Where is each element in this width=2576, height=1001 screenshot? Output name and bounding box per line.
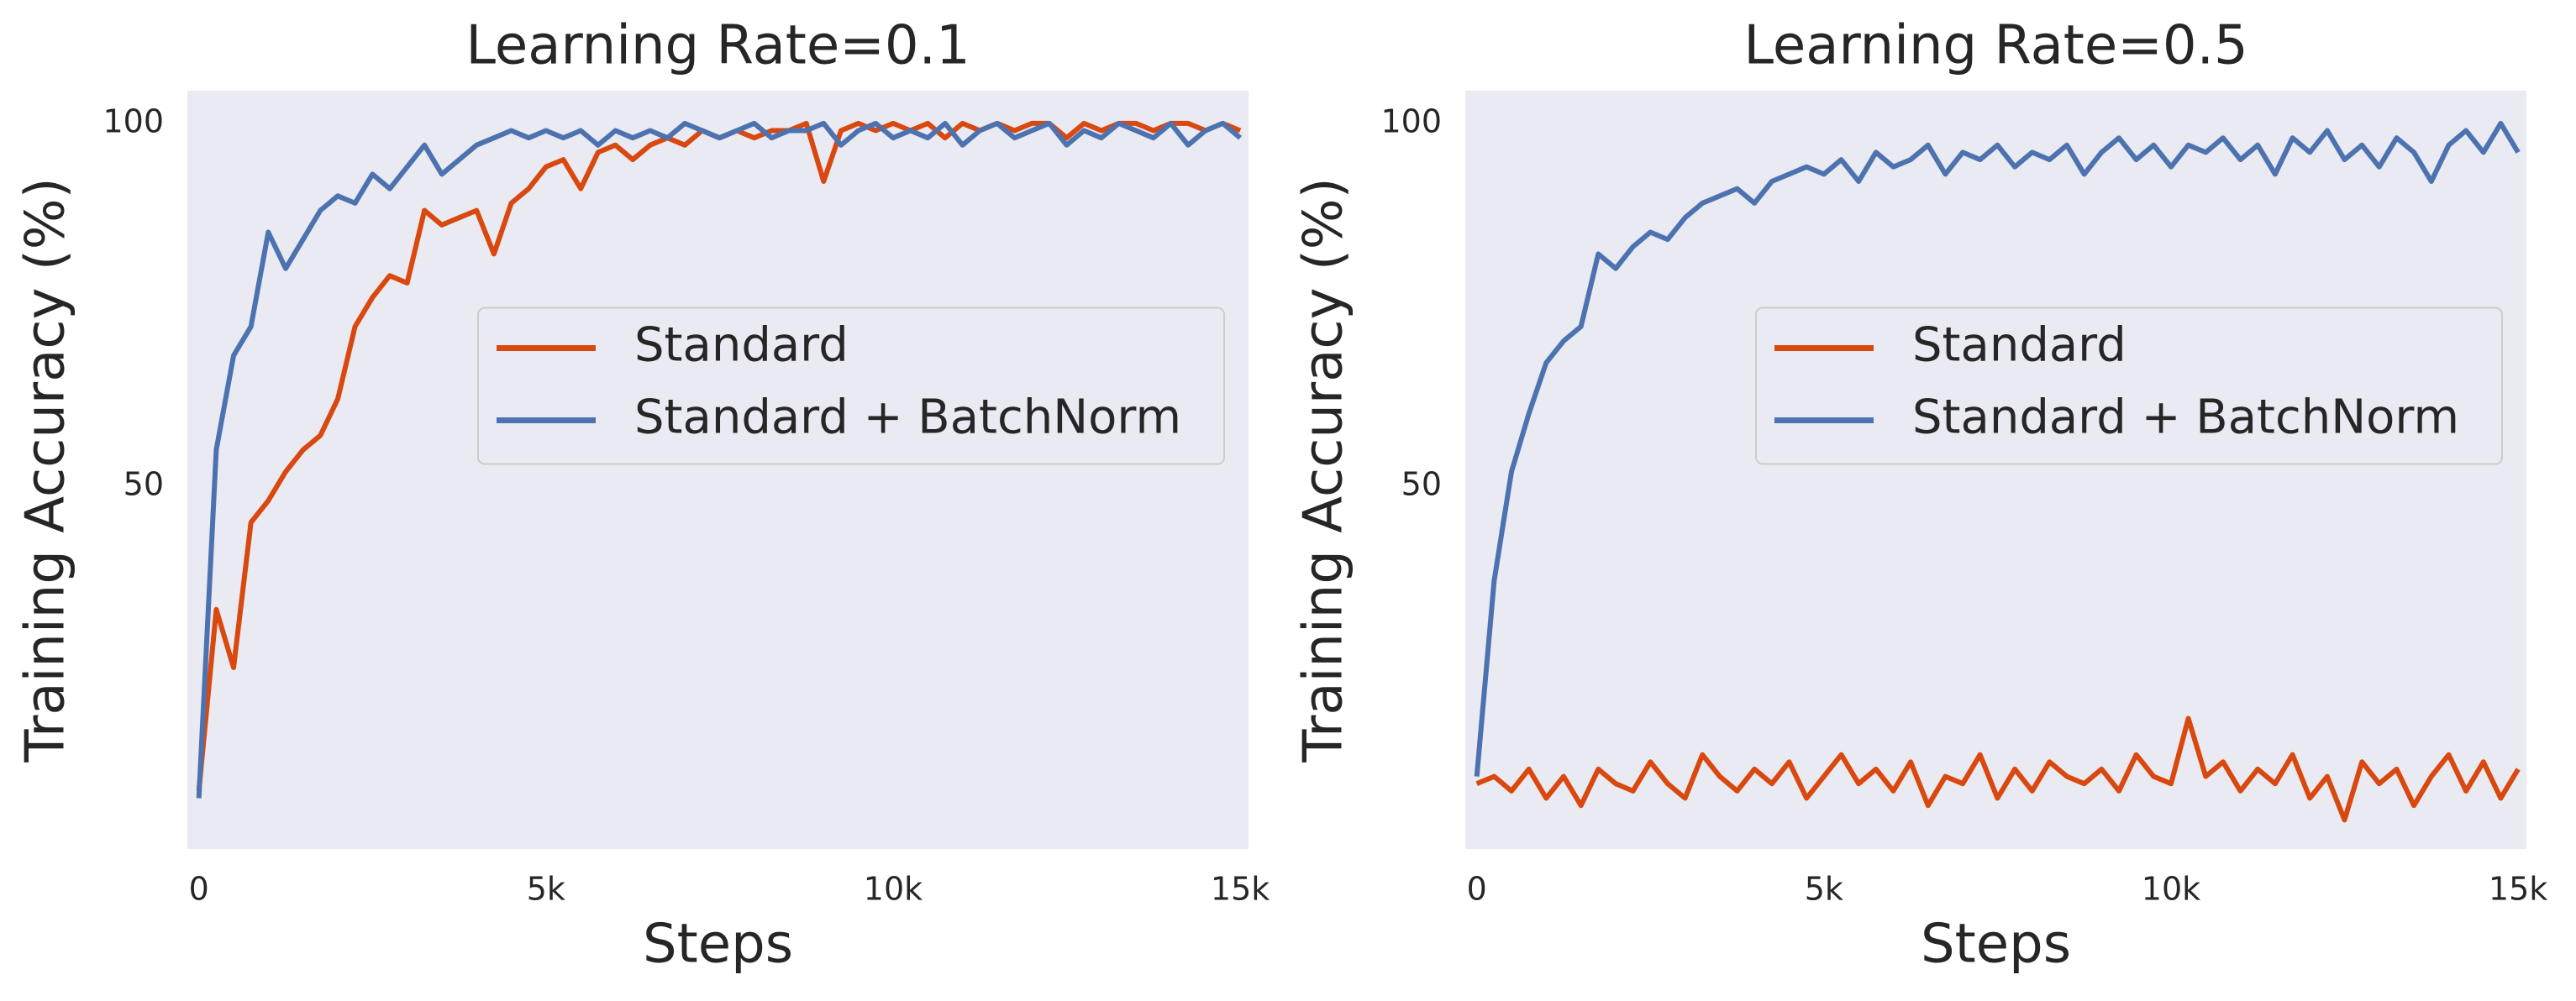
y-tick-label: 50 [124,465,164,502]
legend-label: Standard + BatchNorm [1912,390,2459,445]
y-axis-label: Training Accuracy (%) [15,177,77,763]
y-tick-label: 100 [103,102,164,139]
legend-box [477,307,1225,465]
chart-title: Learning Rate=0.5 [1743,15,2247,77]
x-tick-label: 0 [1467,871,1487,908]
series-line [1475,715,2521,823]
legend-label: Standard + BatchNorm [634,390,1181,445]
series-line [1474,120,2521,777]
legend-box [1755,307,2503,465]
plot-area [1465,91,2526,849]
plot-area [187,91,1249,849]
legend-label: Standard [1912,318,2127,373]
chart-title: Learning Rate=0.1 [465,15,970,77]
y-axis-label: Training Accuracy (%) [1293,177,1355,763]
x-tick-label: 5k [1805,871,1843,908]
x-axis-label: Steps [643,914,793,976]
x-tick-label: 0 [189,871,209,908]
x-tick-label: 15k [2489,871,2547,908]
y-tick-label: 50 [1401,465,1442,502]
x-axis-label: Steps [1921,914,2071,976]
y-tick-label: 100 [1380,102,1442,139]
x-tick-label: 10k [864,871,923,908]
series-line [196,120,1243,799]
x-tick-label: 10k [2142,871,2200,908]
x-tick-label: 5k [527,871,565,908]
legend-label: Standard [634,318,849,373]
x-tick-label: 15k [1211,871,1270,908]
